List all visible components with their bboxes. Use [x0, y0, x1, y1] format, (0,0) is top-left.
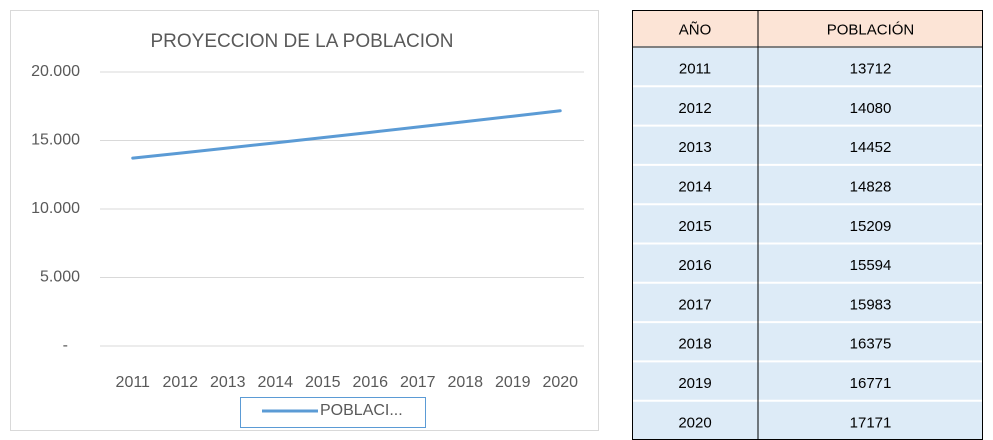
table-cell: 17171: [850, 414, 892, 431]
table-cell: 16375: [850, 336, 892, 353]
x-tick-label: 2011: [116, 374, 151, 391]
table-row: [632, 361, 983, 401]
x-tick-label: 2017: [400, 374, 436, 391]
table-row: [632, 322, 983, 362]
legend-label: POBLACI...: [320, 402, 403, 419]
table-cell: 2012: [678, 100, 711, 117]
table-cell: 2017: [678, 296, 711, 313]
y-tick-label: -: [63, 337, 68, 354]
y-tick-label: 20.000: [31, 63, 80, 80]
table-cell: 2019: [678, 375, 711, 392]
table-row: [632, 400, 983, 440]
table-cell: 14452: [850, 139, 892, 156]
y-tick-label: 10.000: [31, 200, 80, 217]
header-cell: AÑO: [679, 21, 712, 38]
x-tick-label: 2016: [352, 374, 388, 391]
x-tick-label: 2015: [305, 374, 341, 391]
header-cell: POBLACIÓN: [827, 21, 915, 38]
table-cell: 15594: [850, 257, 892, 274]
table-cell: 14080: [850, 100, 892, 117]
table-cell: 2020: [678, 414, 711, 431]
x-tick-label: 2019: [495, 374, 531, 391]
table-cell: 2013: [678, 139, 711, 156]
x-tick-label: 2013: [210, 374, 246, 391]
chart-frame: [10, 10, 599, 431]
table: AÑO POBLACIÓN 2011 13712 2012 14080 2013 14452 2…: [632, 10, 983, 440]
table-row: [632, 204, 983, 244]
table-cell: 15983: [850, 296, 892, 313]
x-tick-label: 2018: [447, 374, 483, 391]
table-cell: 2015: [678, 218, 711, 235]
x-tick-label: 2020: [542, 374, 578, 391]
y-tick-label: 15.000: [31, 132, 80, 149]
table-cell: 2016: [678, 257, 711, 274]
header-row: [632, 10, 983, 47]
series-line: [131, 109, 562, 160]
table-cell: 14828: [850, 179, 892, 196]
x-tick-label: 2014: [257, 374, 293, 391]
table-cell: 13712: [850, 61, 892, 78]
chart-title: PROYECCION DE LA POBLACION: [150, 31, 453, 52]
table-row: [632, 282, 983, 323]
table-cell: 2011: [679, 61, 711, 78]
table-cell: 16771: [850, 375, 892, 392]
table-row: [632, 86, 983, 126]
table-row: [632, 47, 983, 87]
table-row: [632, 164, 983, 205]
table-row: [632, 125, 983, 165]
y-tick-label: 5.000: [40, 269, 80, 286]
table-cell: 15209: [850, 218, 892, 235]
table-cell: 2018: [678, 336, 711, 353]
table-cell: 2014: [678, 179, 711, 196]
x-tick-label: 2012: [162, 374, 198, 391]
table-row: [632, 243, 983, 283]
legend-box: [240, 397, 426, 428]
